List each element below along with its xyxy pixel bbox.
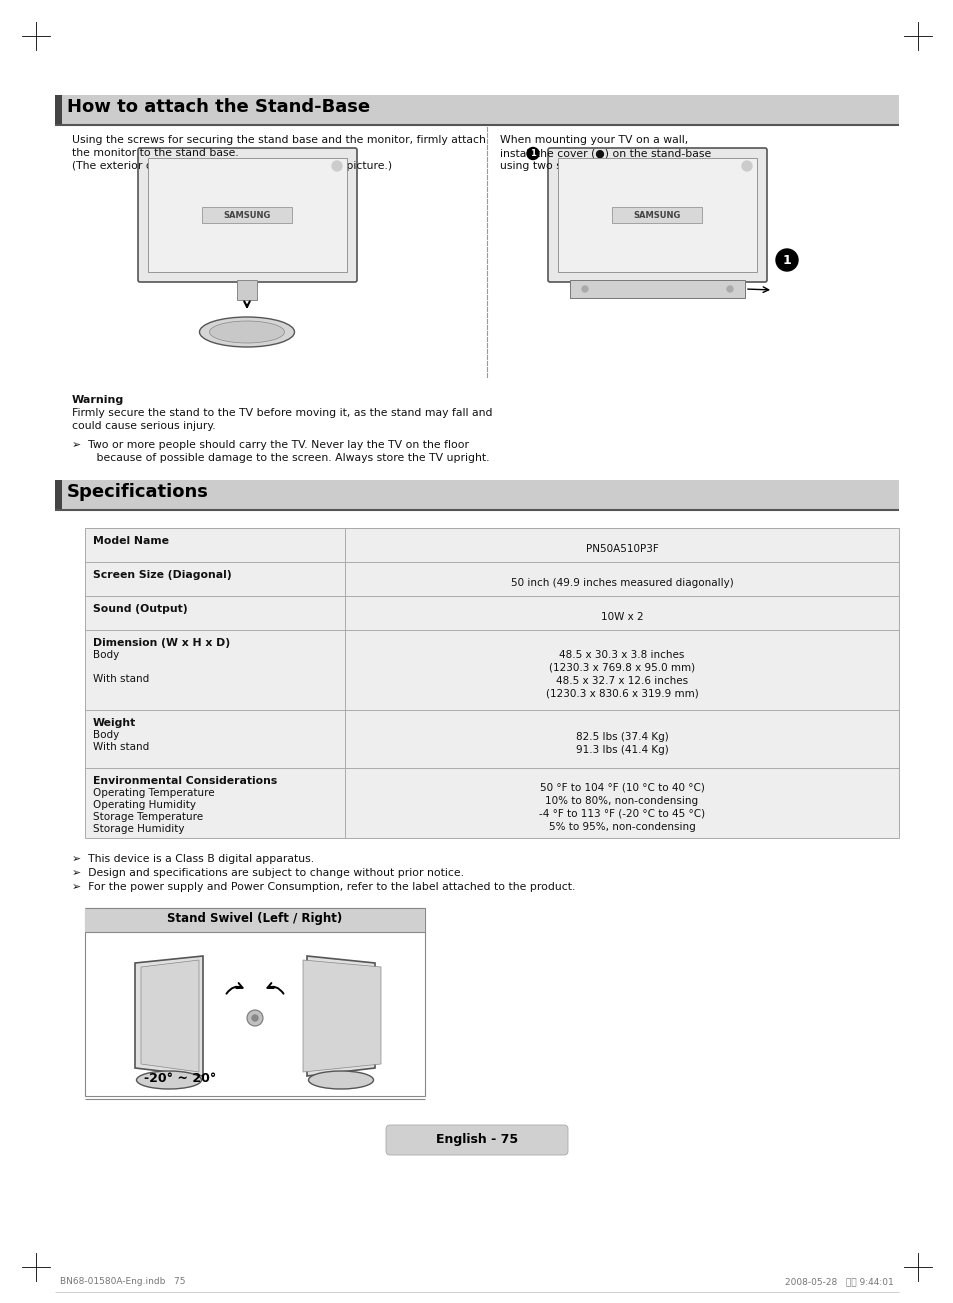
FancyBboxPatch shape xyxy=(547,149,766,281)
Ellipse shape xyxy=(308,1071,374,1089)
Text: With stand: With stand xyxy=(92,674,149,684)
Text: 1: 1 xyxy=(530,149,536,158)
Text: Sound (Output): Sound (Output) xyxy=(92,605,188,614)
Text: Storage Temperature: Storage Temperature xyxy=(92,812,203,822)
Text: Body: Body xyxy=(92,730,119,740)
Circle shape xyxy=(252,1015,257,1022)
Circle shape xyxy=(775,249,797,271)
Bar xyxy=(85,908,424,932)
FancyBboxPatch shape xyxy=(138,149,356,281)
Text: could cause serious injury.: could cause serious injury. xyxy=(71,421,215,431)
Bar xyxy=(236,280,256,300)
Text: 48.5 x 30.3 x 3.8 inches: 48.5 x 30.3 x 3.8 inches xyxy=(558,650,684,661)
Text: English - 75: English - 75 xyxy=(436,1134,517,1147)
Text: 50 °F to 104 °F (10 °C to 40 °C): 50 °F to 104 °F (10 °C to 40 °C) xyxy=(539,783,703,794)
Polygon shape xyxy=(307,956,375,1076)
Text: -4 °F to 113 °F (-20 °C to 45 °C): -4 °F to 113 °F (-20 °C to 45 °C) xyxy=(538,809,704,820)
Text: Using the screws for securing the stand base and the monitor, firmly attach: Using the screws for securing the stand … xyxy=(71,136,485,145)
Bar xyxy=(55,480,898,509)
Text: Weight: Weight xyxy=(92,718,136,728)
Text: the monitor to the stand base.: the monitor to the stand base. xyxy=(71,149,238,158)
Text: ➢  For the power supply and Power Consumption, refer to the label attached to th: ➢ For the power supply and Power Consump… xyxy=(71,882,575,893)
Text: ➢  Two or more people should carry the TV. Never lay the TV on the floor: ➢ Two or more people should carry the TV… xyxy=(71,440,469,450)
Circle shape xyxy=(526,147,538,159)
Bar xyxy=(85,595,898,629)
Text: Dimension (W x H x D): Dimension (W x H x D) xyxy=(92,638,230,648)
Text: How to attach the Stand-Base: How to attach the Stand-Base xyxy=(67,98,370,116)
Circle shape xyxy=(581,285,587,292)
Text: 91.3 lbs (41.4 Kg): 91.3 lbs (41.4 Kg) xyxy=(575,745,668,754)
Text: Screen Size (Diagonal): Screen Size (Diagonal) xyxy=(92,569,232,580)
Text: Environmental Considerations: Environmental Considerations xyxy=(92,777,277,786)
Text: 10W x 2: 10W x 2 xyxy=(600,612,642,623)
Bar xyxy=(558,158,757,272)
Text: because of possible damage to the screen. Always store the TV upright.: because of possible damage to the screen… xyxy=(71,453,489,463)
Text: 50 inch (49.9 inches measured diagonally): 50 inch (49.9 inches measured diagonally… xyxy=(510,579,733,589)
Text: install the cover (●) on the stand-base: install the cover (●) on the stand-base xyxy=(499,149,711,158)
Text: Storage Humidity: Storage Humidity xyxy=(92,823,184,834)
Text: With stand: With stand xyxy=(92,741,149,752)
Text: using two screws.: using two screws. xyxy=(499,162,597,171)
Text: PN50A510P3F: PN50A510P3F xyxy=(585,545,658,555)
Bar xyxy=(85,562,898,595)
Text: 10% to 80%, non-condensing: 10% to 80%, non-condensing xyxy=(545,796,698,807)
Text: -20° ~ 20°: -20° ~ 20° xyxy=(144,1071,216,1084)
Polygon shape xyxy=(303,960,380,1072)
Bar xyxy=(569,280,744,298)
Text: 48.5 x 32.7 x 12.6 inches: 48.5 x 32.7 x 12.6 inches xyxy=(556,676,687,685)
Text: Body: Body xyxy=(92,650,119,661)
Bar xyxy=(85,767,898,838)
Circle shape xyxy=(741,162,751,171)
Text: Operating Humidity: Operating Humidity xyxy=(92,800,195,810)
Circle shape xyxy=(726,285,732,292)
Text: 1: 1 xyxy=(781,254,791,267)
Text: 82.5 lbs (37.4 Kg): 82.5 lbs (37.4 Kg) xyxy=(575,732,668,741)
Text: ➢  This device is a Class B digital apparatus.: ➢ This device is a Class B digital appar… xyxy=(71,853,314,864)
Text: Stand Swivel (Left / Right): Stand Swivel (Left / Right) xyxy=(167,912,342,925)
Text: ➢  Design and specifications are subject to change without prior notice.: ➢ Design and specifications are subject … xyxy=(71,868,463,878)
Text: SAMSUNG: SAMSUNG xyxy=(223,211,271,219)
Text: Operating Temperature: Operating Temperature xyxy=(92,788,214,797)
Circle shape xyxy=(247,1010,263,1025)
Text: (1230.3 x 830.6 x 319.9 mm): (1230.3 x 830.6 x 319.9 mm) xyxy=(545,689,698,698)
Bar xyxy=(85,629,898,710)
Text: When mounting your TV on a wall,: When mounting your TV on a wall, xyxy=(499,136,687,145)
Text: Specifications: Specifications xyxy=(67,483,209,500)
Text: 2008-05-28   오후 9:44:01: 2008-05-28 오후 9:44:01 xyxy=(784,1277,893,1286)
Ellipse shape xyxy=(136,1071,201,1089)
Text: Warning: Warning xyxy=(71,395,124,405)
Bar xyxy=(85,710,898,767)
FancyBboxPatch shape xyxy=(386,1124,567,1154)
Text: (The exterior of the set may be different from the picture.): (The exterior of the set may be differen… xyxy=(71,162,392,171)
Ellipse shape xyxy=(199,317,294,347)
Polygon shape xyxy=(135,956,203,1076)
Ellipse shape xyxy=(210,321,284,343)
Circle shape xyxy=(332,162,341,171)
Bar xyxy=(55,95,898,125)
Bar xyxy=(202,207,292,223)
Polygon shape xyxy=(141,960,199,1072)
Text: SAMSUNG: SAMSUNG xyxy=(633,211,680,219)
Text: Firmly secure the stand to the TV before moving it, as the stand may fall and: Firmly secure the stand to the TV before… xyxy=(71,408,492,418)
Bar xyxy=(55,95,62,125)
Text: BN68-01580A-Eng.indb   75: BN68-01580A-Eng.indb 75 xyxy=(60,1277,185,1286)
Text: Model Name: Model Name xyxy=(92,536,169,546)
Bar xyxy=(85,528,898,562)
Bar xyxy=(612,207,701,223)
Bar xyxy=(85,908,424,1096)
Bar xyxy=(55,480,62,509)
Text: (1230.3 x 769.8 x 95.0 mm): (1230.3 x 769.8 x 95.0 mm) xyxy=(548,663,695,674)
Bar xyxy=(148,158,347,272)
Text: 5% to 95%, non-condensing: 5% to 95%, non-condensing xyxy=(548,822,695,833)
